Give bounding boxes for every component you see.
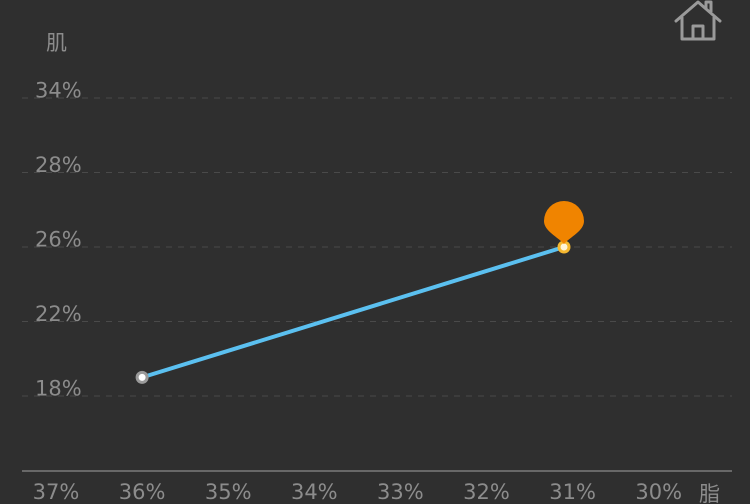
x-tick-label: 36% [119, 480, 166, 504]
y-tick-label: 22% [35, 302, 82, 326]
x-tick-label: 34% [291, 480, 338, 504]
x-tick-label: 30% [635, 480, 682, 504]
y-axis-title: 肌 [46, 31, 67, 55]
location-pin-icon[interactable] [543, 201, 584, 244]
y-tick-label: 34% [35, 79, 82, 103]
x-tick-label: 35% [205, 480, 252, 504]
home-icon[interactable] [672, 0, 724, 42]
grid-layer [22, 97, 732, 397]
x-tick-label: 33% [377, 480, 424, 504]
y-tick-label: 26% [35, 228, 82, 252]
series-layer [135, 240, 571, 384]
y-tick-label: 28% [35, 153, 82, 177]
x-tick-label: 31% [549, 480, 596, 504]
series-line [140, 245, 566, 380]
marker-layer[interactable] [543, 201, 584, 244]
x-axis-title: 脂 [699, 482, 720, 504]
x-tick-layer: 37% 36% 35% 34% 33% 32% 31% 30% [33, 480, 682, 504]
x-tick-label: 37% [33, 480, 80, 504]
x-tick-label: 32% [463, 480, 510, 504]
data-point-core [560, 243, 568, 251]
home-button[interactable] [672, 0, 724, 42]
axis-layer: 肌 脂 [22, 31, 732, 504]
y-tick-layer: 34% 28% 26% 22% 18% [35, 79, 82, 401]
y-tick-label: 18% [35, 377, 82, 401]
data-point-core [138, 373, 146, 381]
